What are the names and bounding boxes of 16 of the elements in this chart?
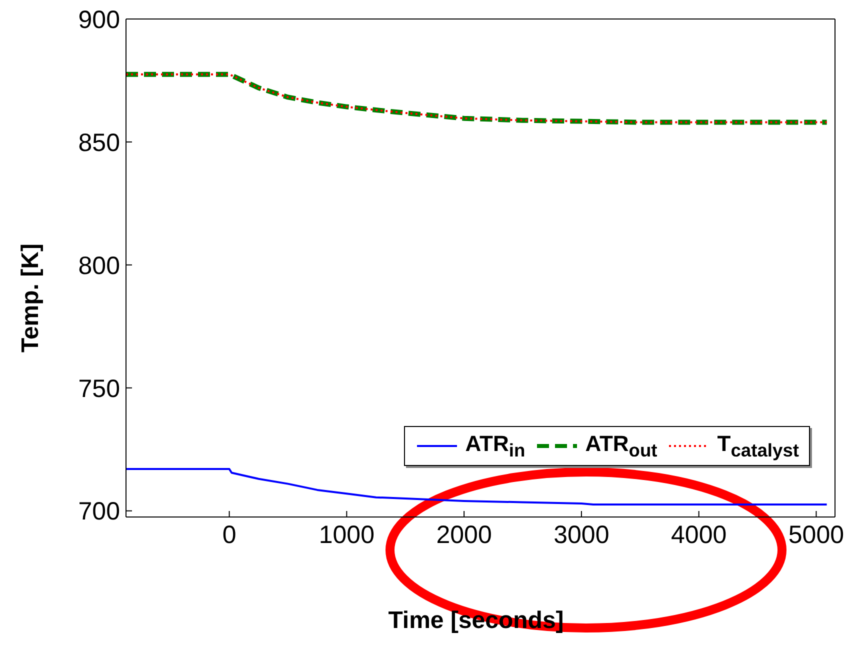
x-tick-label: 4000 bbox=[671, 520, 727, 549]
y-tick-label: 800 bbox=[78, 252, 120, 280]
x-tick-label: 1000 bbox=[318, 520, 374, 549]
y-axis-title: Temp. [K] bbox=[17, 244, 44, 352]
y-tick-label: 750 bbox=[78, 374, 120, 403]
x-tick-label: 2000 bbox=[436, 520, 492, 549]
legend-label: ATR$_{in}$ bbox=[465, 431, 526, 462]
x-tick-label: 3000 bbox=[554, 520, 610, 549]
y-tick-label: 700 bbox=[78, 498, 120, 526]
legend-label: ATR$_{out}$ bbox=[585, 431, 658, 462]
x-tick-label: 5000 bbox=[788, 520, 844, 549]
legend-label: T$_{catalyst}$ bbox=[717, 431, 799, 462]
y-tick-label: 850 bbox=[78, 128, 120, 157]
y-tick-label: 900 bbox=[78, 6, 120, 34]
x-tick-label: 0 bbox=[222, 520, 236, 549]
line-series bbox=[126, 468, 828, 506]
